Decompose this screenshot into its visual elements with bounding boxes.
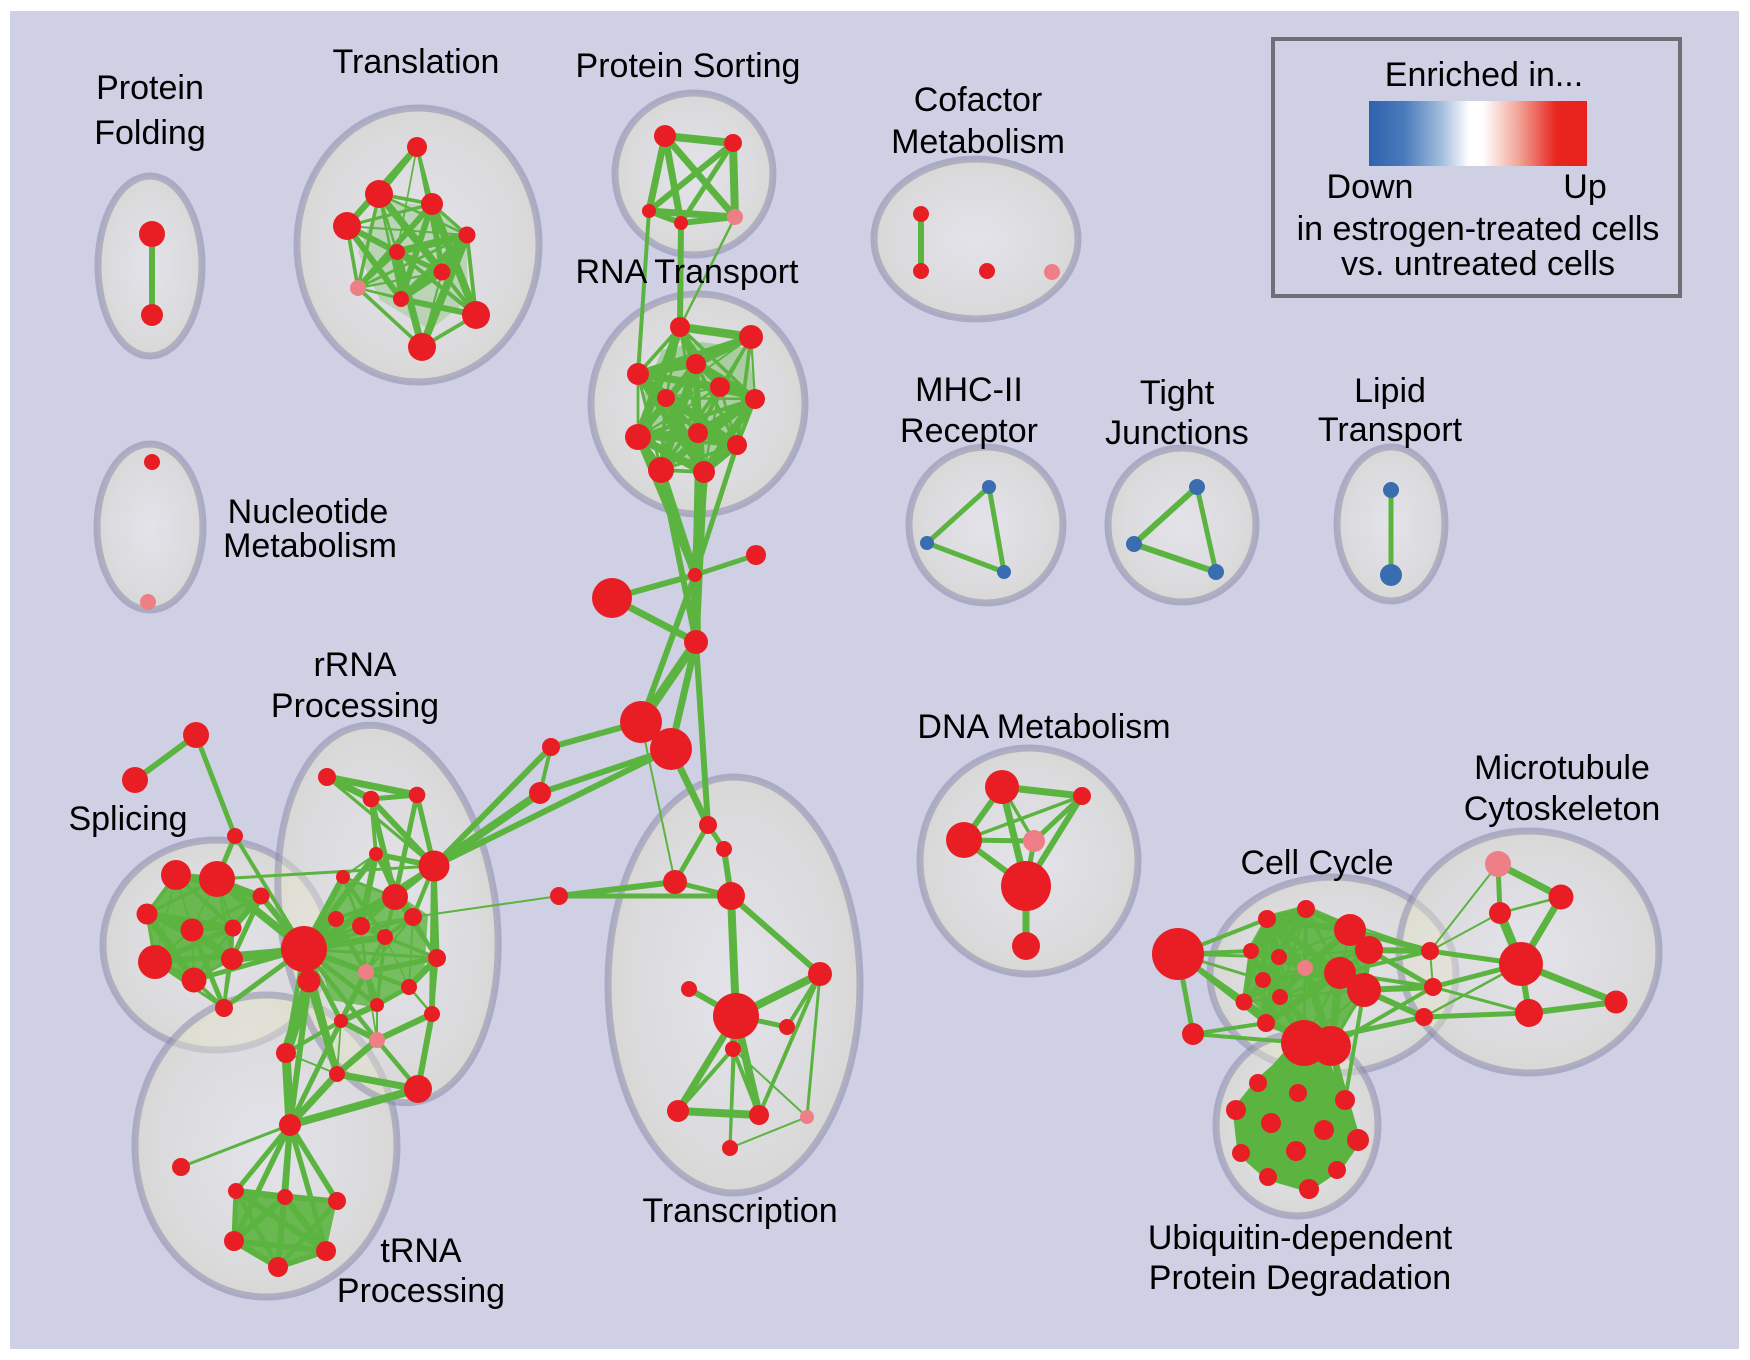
svg-text:Folding: Folding: [94, 114, 206, 152]
svg-text:Metabolism: Metabolism: [223, 527, 397, 565]
svg-text:DNA Metabolism: DNA Metabolism: [917, 708, 1170, 746]
svg-text:Protein: Protein: [96, 69, 204, 107]
svg-text:Protein Sorting: Protein Sorting: [576, 47, 801, 85]
svg-text:Up: Up: [1563, 168, 1606, 206]
svg-text:vs. untreated cells: vs. untreated cells: [1341, 245, 1615, 283]
svg-text:rRNA: rRNA: [313, 646, 396, 684]
svg-text:Metabolism: Metabolism: [891, 123, 1065, 161]
svg-text:MHC-II: MHC-II: [915, 371, 1023, 409]
svg-text:Translation: Translation: [333, 43, 500, 81]
svg-text:Cytoskeleton: Cytoskeleton: [1464, 790, 1661, 828]
svg-text:Ubiquitin-dependent: Ubiquitin-dependent: [1148, 1219, 1453, 1257]
svg-text:Lipid: Lipid: [1354, 372, 1426, 410]
svg-text:Nucleotide: Nucleotide: [228, 493, 389, 531]
svg-text:Splicing: Splicing: [68, 800, 187, 838]
svg-text:RNA Transport: RNA Transport: [576, 253, 800, 291]
svg-text:Transport: Transport: [1318, 411, 1463, 449]
svg-text:Junctions: Junctions: [1105, 414, 1249, 452]
svg-text:Cofactor: Cofactor: [914, 81, 1043, 119]
svg-text:in estrogen-treated cells: in estrogen-treated cells: [1297, 210, 1660, 248]
svg-text:Transcription: Transcription: [642, 1192, 837, 1230]
svg-text:Down: Down: [1327, 168, 1414, 206]
svg-text:Protein Degradation: Protein Degradation: [1149, 1259, 1451, 1297]
svg-text:tRNA: tRNA: [380, 1232, 462, 1270]
svg-text:Receptor: Receptor: [900, 412, 1038, 450]
svg-text:Enriched in...: Enriched in...: [1385, 56, 1583, 94]
svg-text:Microtubule: Microtubule: [1474, 749, 1650, 787]
svg-text:Tight: Tight: [1140, 374, 1215, 412]
svg-text:Processing: Processing: [337, 1272, 505, 1310]
svg-text:Processing: Processing: [271, 687, 439, 725]
svg-text:Cell Cycle: Cell Cycle: [1240, 844, 1393, 882]
